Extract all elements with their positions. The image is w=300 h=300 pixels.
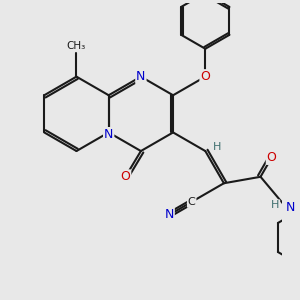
Text: C: C [188, 197, 196, 207]
Text: H: H [271, 200, 279, 210]
Text: O: O [120, 170, 130, 183]
Text: CH₃: CH₃ [67, 41, 86, 51]
Text: O: O [267, 151, 277, 164]
Text: N: N [104, 128, 113, 141]
Text: H: H [212, 142, 221, 152]
Text: N: N [164, 208, 174, 221]
Text: N: N [286, 201, 295, 214]
Text: N: N [136, 70, 146, 83]
Text: O: O [200, 70, 210, 83]
